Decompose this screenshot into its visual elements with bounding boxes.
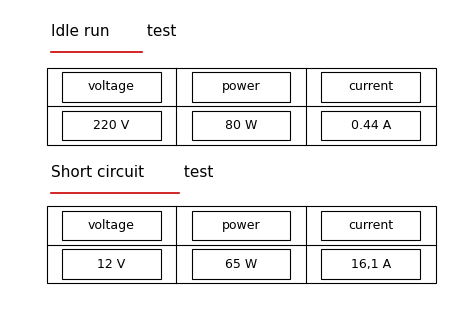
Bar [192, 111, 290, 140]
Bar [47, 206, 436, 283]
Bar [62, 111, 161, 140]
Bar [47, 68, 436, 145]
Text: voltage: voltage [88, 219, 135, 232]
Text: power: power [222, 80, 260, 93]
Text: power: power [222, 219, 260, 232]
Bar [322, 249, 420, 279]
Text: Idle run: Idle run [51, 24, 110, 39]
Text: 80 W: 80 W [225, 119, 257, 132]
Text: 0.44 A: 0.44 A [350, 119, 391, 132]
Text: 220 V: 220 V [93, 119, 130, 132]
Text: current: current [348, 219, 393, 232]
Bar [62, 211, 161, 240]
Text: Short circuit: Short circuit [51, 165, 144, 180]
Text: test: test [142, 24, 177, 39]
Text: 16,1 A: 16,1 A [351, 258, 391, 270]
Bar [62, 249, 161, 279]
Bar [192, 72, 290, 102]
Bar [322, 111, 420, 140]
Bar [62, 72, 161, 102]
Text: 65 W: 65 W [225, 258, 257, 270]
Bar [192, 249, 290, 279]
Text: 12 V: 12 V [97, 258, 125, 270]
Text: current: current [348, 80, 393, 93]
Text: test: test [179, 165, 214, 180]
Bar [192, 211, 290, 240]
Bar [322, 72, 420, 102]
Text: voltage: voltage [88, 80, 135, 93]
Bar [322, 211, 420, 240]
